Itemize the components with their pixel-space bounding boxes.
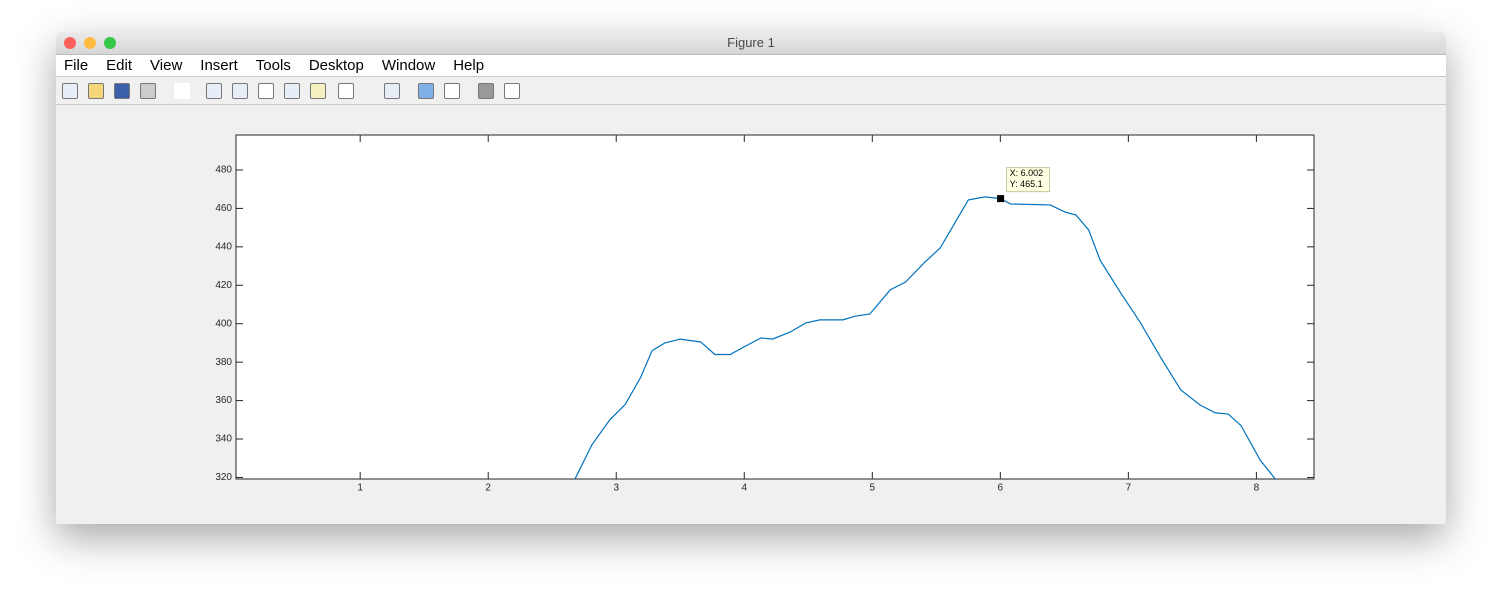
dock-button[interactable] bbox=[504, 83, 520, 99]
y-tick-label: 460 bbox=[215, 203, 232, 214]
x-tick-label: 1 bbox=[357, 483, 363, 494]
zoom-out-button[interactable] bbox=[232, 83, 248, 99]
menu-item[interactable]: Insert bbox=[200, 57, 238, 74]
menu-item[interactable]: Desktop bbox=[308, 57, 364, 74]
x-tick-label: 4 bbox=[741, 483, 747, 494]
pan-button[interactable] bbox=[258, 83, 274, 99]
hide-tools-button[interactable] bbox=[478, 83, 494, 99]
y-tick-label: 400 bbox=[215, 318, 232, 329]
rotate-button[interactable] bbox=[284, 83, 300, 99]
menu-item[interactable]: Tools bbox=[255, 57, 291, 74]
x-tick-label: 6 bbox=[998, 483, 1004, 494]
x-tick-label: 3 bbox=[613, 483, 619, 494]
brush-button[interactable] bbox=[338, 83, 354, 99]
y-tick-label: 440 bbox=[215, 241, 232, 252]
x-tick-label: 8 bbox=[1254, 483, 1260, 494]
y-tick-label: 380 bbox=[215, 357, 232, 368]
new-button[interactable] bbox=[62, 83, 78, 99]
menu-item[interactable]: Help bbox=[453, 57, 485, 74]
menu-item[interactable]: View bbox=[150, 57, 183, 74]
data-tip-x: X: 6.002 bbox=[1010, 168, 1044, 178]
data-cursor-button[interactable] bbox=[310, 83, 326, 99]
x-tick-label: 5 bbox=[870, 483, 876, 494]
colorbar-button[interactable] bbox=[418, 83, 434, 99]
select-button[interactable] bbox=[174, 83, 190, 99]
data-tip-y: Y: 465.1 bbox=[1010, 179, 1043, 189]
y-tick-label: 320 bbox=[215, 472, 232, 483]
data-line bbox=[574, 196, 1277, 479]
toolbar bbox=[56, 77, 1446, 105]
window-title: Figure 1 bbox=[727, 35, 775, 50]
save-button[interactable] bbox=[114, 83, 130, 99]
axes-box bbox=[235, 134, 1315, 480]
menu-item[interactable]: File bbox=[64, 57, 89, 74]
link-button[interactable] bbox=[384, 83, 400, 99]
zoom-in-button[interactable] bbox=[206, 83, 222, 99]
menu-bar: File Edit View Insert Tools Desktop Window Help bbox=[56, 55, 1446, 77]
open-button[interactable] bbox=[88, 83, 104, 99]
menu-item[interactable]: Window bbox=[381, 57, 436, 74]
x-tick-label: 7 bbox=[1126, 483, 1132, 494]
y-tick-label: 360 bbox=[215, 395, 232, 406]
x-tick-label: 2 bbox=[485, 483, 491, 494]
data-tip-marker bbox=[997, 195, 1005, 203]
minimize-button[interactable] bbox=[84, 37, 96, 49]
y-tick-label: 420 bbox=[215, 280, 232, 291]
print-button[interactable] bbox=[140, 83, 156, 99]
y-tick-label: 480 bbox=[215, 165, 232, 176]
zoom-button[interactable] bbox=[104, 37, 116, 49]
close-button[interactable] bbox=[64, 37, 76, 49]
data-tip-box bbox=[1006, 167, 1051, 193]
menu-item[interactable]: Edit bbox=[106, 57, 133, 74]
y-tick-label: 340 bbox=[215, 434, 232, 445]
title-bar: Figure 1 bbox=[56, 32, 1446, 55]
legend-button[interactable] bbox=[444, 83, 460, 99]
